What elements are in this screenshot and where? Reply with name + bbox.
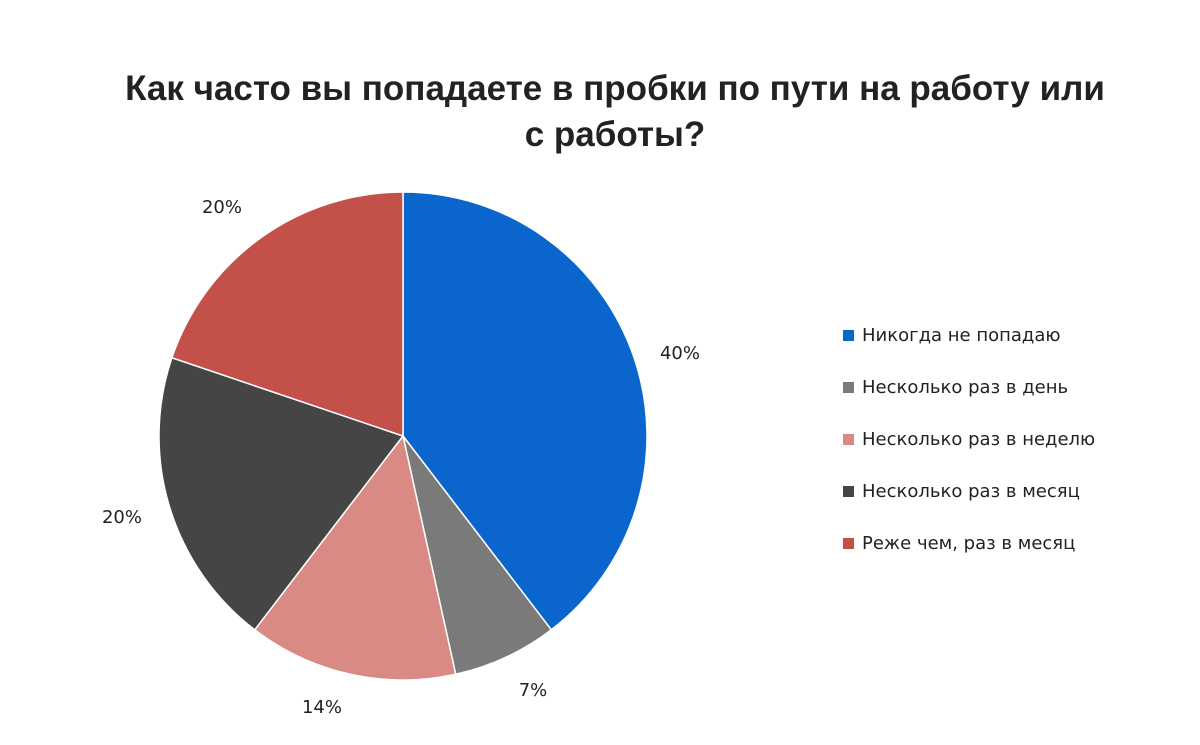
chart-title: Как часто вы попадаете в пробки по пути …	[0, 66, 1200, 158]
pie-slice-2	[402, 435, 553, 676]
data-label-4: 20%	[102, 507, 142, 528]
chart-title-line-1: Как часто вы попадаете в пробки по пути …	[125, 69, 1105, 108]
pie-slices	[158, 191, 648, 681]
pie-data-labels: 40% 7% 14% 20% 20%	[102, 197, 700, 718]
chart-legend: Никогда не попадаю Несколько раз в день Не…	[843, 309, 1095, 569]
pie-slice-5	[170, 191, 404, 438]
legend-swatch-1	[843, 329, 854, 341]
legend-swatch-2	[843, 381, 854, 393]
legend-label-5: Реже чем, раз в месяц	[862, 532, 1076, 554]
pie-slice-1	[402, 191, 648, 631]
legend-item-3: Несколько раз в неделю	[843, 413, 1095, 465]
legend-label-2: Несколько раз в день	[862, 376, 1069, 398]
legend-swatch-5	[843, 537, 854, 549]
pie-slice-4	[158, 356, 405, 631]
legend-label-3: Несколько раз в неделю	[862, 428, 1096, 450]
legend-label-4: Несколько раз в месяц	[862, 480, 1080, 502]
legend-item-4: Несколько раз в месяц	[843, 465, 1095, 517]
data-label-1: 40%	[660, 343, 700, 364]
legend-swatch-3	[843, 433, 854, 445]
data-label-3: 14%	[302, 697, 342, 718]
chart-title-line-2: с работы?	[524, 115, 706, 154]
data-label-5: 20%	[202, 197, 242, 218]
legend-item-5: Реже чем, раз в месяц	[843, 517, 1095, 569]
legend-item-1: Никогда не попадаю	[843, 309, 1095, 361]
pie-slice-3	[253, 434, 457, 681]
data-label-2: 7%	[519, 680, 548, 701]
legend-swatch-4	[843, 485, 854, 497]
legend-label-1: Никогда не попадаю	[862, 324, 1061, 346]
legend-item-2: Несколько раз в день	[843, 361, 1095, 413]
